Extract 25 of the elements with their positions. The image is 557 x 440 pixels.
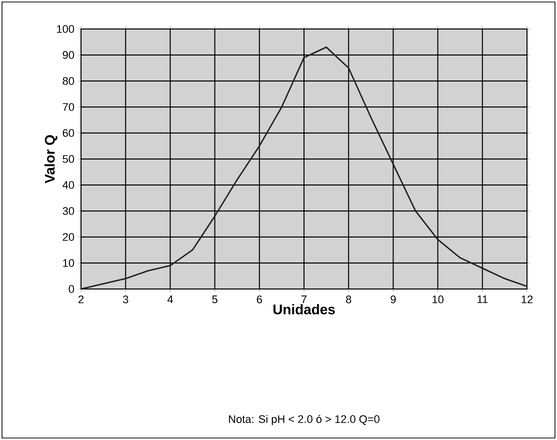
x-tick-label: 2 bbox=[78, 296, 84, 304]
x-tick-label: 8 bbox=[346, 296, 352, 304]
y-tick-label: 40 bbox=[62, 181, 74, 189]
x-tick-label: 10 bbox=[432, 296, 444, 304]
x-tick-label: 12 bbox=[522, 296, 533, 304]
y-tick-label: 30 bbox=[62, 207, 74, 215]
x-tick-label: 3 bbox=[122, 296, 128, 304]
x-tick-label: 5 bbox=[212, 296, 218, 304]
text: Nota: Si pH < 2.0 ó > 12.0 Q=0 bbox=[229, 414, 380, 426]
y-axis-title: Valor Q bbox=[44, 135, 58, 184]
y-tick-label: 0 bbox=[68, 285, 74, 293]
y-tick-label: 10 bbox=[63, 259, 74, 267]
y-tick-label: 80 bbox=[62, 77, 74, 85]
x-tick-label: 4 bbox=[167, 296, 173, 304]
x-tick-label: 11 bbox=[478, 296, 488, 304]
x-axis-title: Unidades bbox=[273, 304, 335, 314]
y-tick-label: 100 bbox=[57, 25, 74, 33]
x-tick-label: 9 bbox=[390, 296, 396, 304]
x-tick-label: 6 bbox=[256, 296, 262, 304]
y-tick-label: 50 bbox=[62, 155, 74, 163]
y-tick-label: 90 bbox=[62, 51, 74, 59]
x-tick-label: 7 bbox=[302, 296, 307, 304]
y-tick-label: 70 bbox=[62, 103, 74, 111]
y-tick-label: 20 bbox=[62, 233, 74, 241]
y-tick-label: 60 bbox=[62, 129, 74, 137]
